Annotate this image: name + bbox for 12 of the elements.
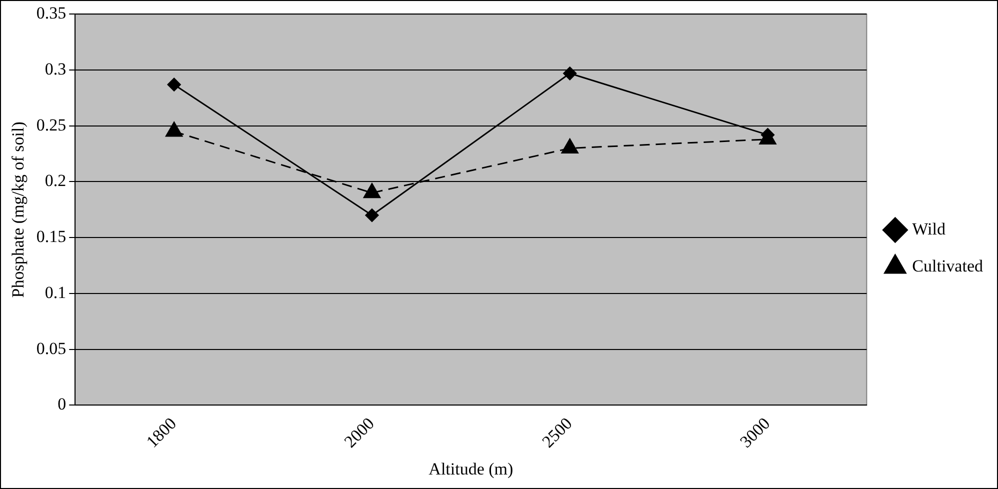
y-tick-label: 0.15 bbox=[36, 227, 66, 246]
y-tick-label: 0.05 bbox=[36, 338, 66, 358]
y-tick-label: 0 bbox=[58, 394, 66, 414]
y-tick-label: 0.25 bbox=[36, 115, 66, 134]
legend-label: Wild bbox=[912, 219, 946, 238]
y-tick-label: 0.1 bbox=[44, 282, 66, 302]
x-axis-title: Altitude (m) bbox=[428, 459, 514, 478]
y-tick-label: 0.2 bbox=[44, 171, 66, 190]
y-axis-title: Phosphate (mg/kg of soil) bbox=[8, 122, 28, 298]
y-tick-label: 0.3 bbox=[44, 60, 66, 79]
y-tick-label: 0.35 bbox=[36, 4, 66, 23]
legend-label: Cultivated bbox=[912, 256, 984, 276]
